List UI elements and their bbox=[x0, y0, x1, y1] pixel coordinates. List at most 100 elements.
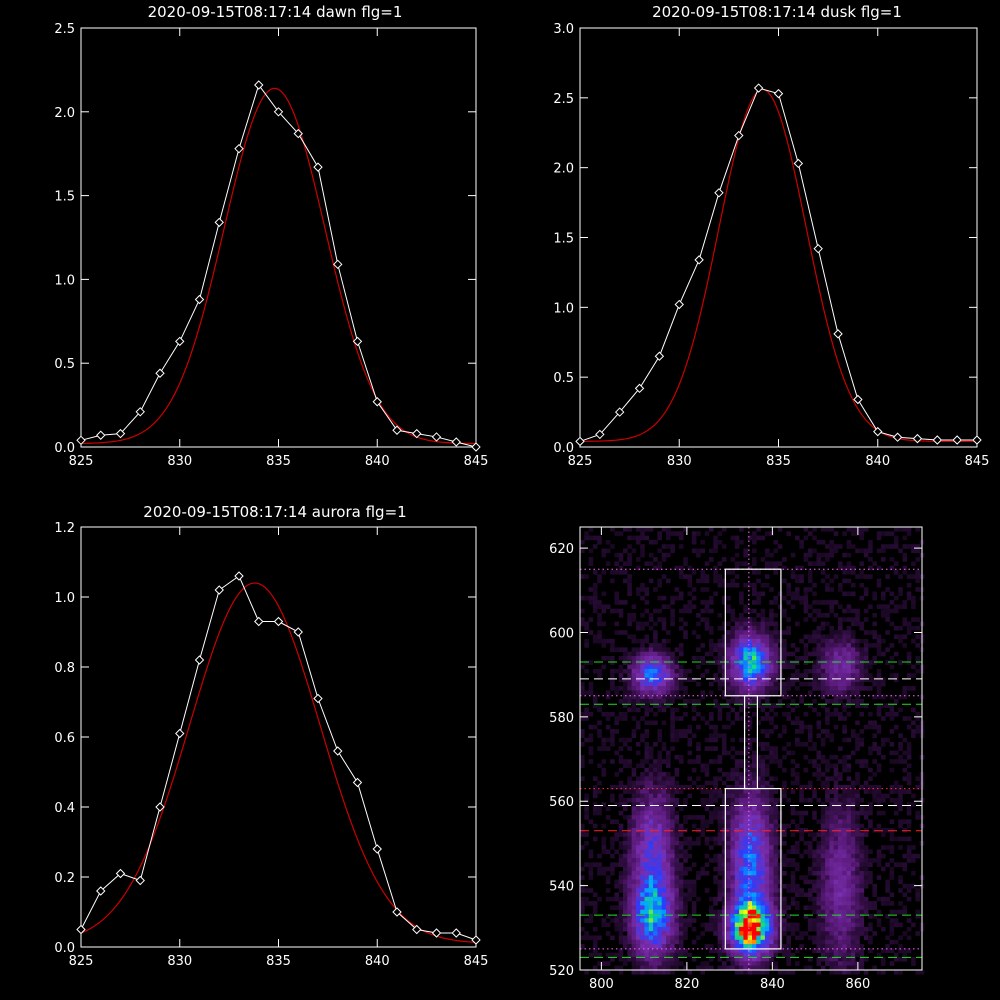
heatmap-cell bbox=[846, 896, 852, 902]
heatmap-cell bbox=[640, 668, 645, 674]
heatmap-cell bbox=[846, 699, 852, 704]
heatmap-cell bbox=[721, 823, 727, 829]
heatmap-cell bbox=[747, 737, 753, 743]
heatmap-cell bbox=[691, 767, 697, 773]
heatmap-cell bbox=[730, 630, 736, 635]
heatmap-cell bbox=[807, 922, 813, 928]
heatmap-cell bbox=[859, 737, 865, 743]
heatmap-cell bbox=[769, 789, 774, 794]
heatmap-cell bbox=[631, 879, 637, 885]
heatmap-cell bbox=[863, 849, 869, 855]
heatmap-cell bbox=[683, 849, 688, 855]
heatmap-cell bbox=[769, 926, 774, 932]
heatmap-cell bbox=[717, 668, 723, 674]
heatmap-cell bbox=[618, 531, 624, 536]
heatmap-cell bbox=[670, 905, 675, 910]
heatmap-cell bbox=[846, 875, 852, 880]
heatmap-cell bbox=[721, 939, 727, 945]
heatmap-cell bbox=[833, 957, 839, 962]
heatmap-cell bbox=[713, 926, 718, 932]
heatmap-cell bbox=[631, 703, 637, 708]
heatmap-cell bbox=[657, 849, 662, 855]
heatmap-cell bbox=[734, 823, 740, 829]
heatmap-cell bbox=[855, 815, 860, 820]
heatmap-cell bbox=[597, 866, 602, 872]
heatmap-cell bbox=[661, 944, 667, 949]
heatmap-cell bbox=[764, 836, 770, 842]
heatmap-cell bbox=[756, 840, 761, 846]
heatmap-cell bbox=[584, 621, 589, 627]
heatmap-cell bbox=[885, 914, 890, 919]
heatmap-cell bbox=[601, 552, 607, 558]
heatmap-cell bbox=[678, 931, 684, 936]
heatmap-cell bbox=[743, 819, 748, 824]
heatmap-cell bbox=[769, 750, 774, 756]
heatmap-cell bbox=[760, 729, 766, 734]
heatmap-cell bbox=[838, 914, 843, 919]
heatmap-cell bbox=[592, 810, 598, 816]
heatmap-cell bbox=[734, 681, 740, 687]
heatmap-cell bbox=[670, 548, 675, 554]
heatmap-cell bbox=[661, 643, 667, 648]
heatmap-cell bbox=[803, 965, 809, 971]
heatmap-cell bbox=[653, 901, 658, 906]
heatmap-cell bbox=[627, 621, 632, 627]
heatmap-cell bbox=[816, 625, 822, 631]
heatmap-cell bbox=[885, 544, 890, 549]
heatmap-cell bbox=[648, 651, 654, 657]
heatmap-cell bbox=[640, 823, 645, 829]
heatmap-cell bbox=[691, 823, 697, 829]
heatmap-cell bbox=[580, 690, 585, 695]
heatmap-cell bbox=[631, 729, 637, 734]
heatmap-cell bbox=[756, 625, 761, 631]
heatmap-cell bbox=[850, 608, 856, 614]
heatmap-cell bbox=[773, 944, 779, 949]
heatmap-cell bbox=[734, 574, 740, 579]
heatmap-cell bbox=[799, 699, 804, 704]
heatmap-cell bbox=[610, 570, 615, 575]
heatmap-cell bbox=[855, 759, 860, 764]
heatmap-cell bbox=[825, 711, 830, 717]
heatmap-cell bbox=[734, 806, 740, 812]
heatmap-cell bbox=[915, 548, 920, 554]
heatmap-cell bbox=[653, 845, 658, 850]
heatmap-cell bbox=[743, 638, 748, 644]
heatmap-cell bbox=[764, 892, 770, 898]
heatmap-cell bbox=[713, 759, 718, 764]
heatmap-cell bbox=[820, 905, 826, 910]
heatmap-cell bbox=[825, 866, 830, 872]
heatmap-cell bbox=[773, 819, 779, 824]
heatmap-cell bbox=[597, 952, 602, 958]
heatmap-cell bbox=[764, 866, 770, 872]
heatmap-cell bbox=[674, 853, 680, 859]
heatmap-cell bbox=[717, 871, 723, 876]
heatmap-cell bbox=[898, 888, 903, 893]
heatmap-cell bbox=[872, 931, 877, 936]
heatmap-cell bbox=[872, 660, 877, 665]
heatmap-cell bbox=[756, 871, 761, 876]
heatmap-cell bbox=[730, 957, 736, 962]
heatmap-cell bbox=[627, 922, 632, 928]
heatmap-cell bbox=[769, 647, 774, 652]
heatmap-cell bbox=[820, 849, 826, 855]
heatmap-cell bbox=[657, 914, 662, 919]
heatmap-cell bbox=[661, 896, 667, 902]
heatmap-cell bbox=[825, 957, 830, 962]
heatmap-cell bbox=[584, 793, 589, 799]
heatmap-cell bbox=[842, 926, 847, 932]
heatmap-cell bbox=[769, 858, 774, 863]
heatmap-cell bbox=[842, 647, 847, 652]
heatmap-cell bbox=[829, 888, 834, 893]
heatmap-cell bbox=[605, 879, 611, 885]
heatmap-cell bbox=[889, 909, 895, 915]
heatmap-cell bbox=[743, 630, 748, 635]
heatmap-cell bbox=[756, 888, 761, 893]
heatmap-cell bbox=[713, 535, 718, 541]
heatmap-cell bbox=[790, 819, 796, 824]
heatmap-cell bbox=[653, 957, 658, 962]
heatmap-cell bbox=[825, 582, 830, 588]
heatmap-cell bbox=[756, 780, 761, 786]
heatmap-cell bbox=[915, 625, 920, 631]
heatmap-cell bbox=[898, 819, 903, 824]
heatmap-cell bbox=[906, 935, 912, 941]
